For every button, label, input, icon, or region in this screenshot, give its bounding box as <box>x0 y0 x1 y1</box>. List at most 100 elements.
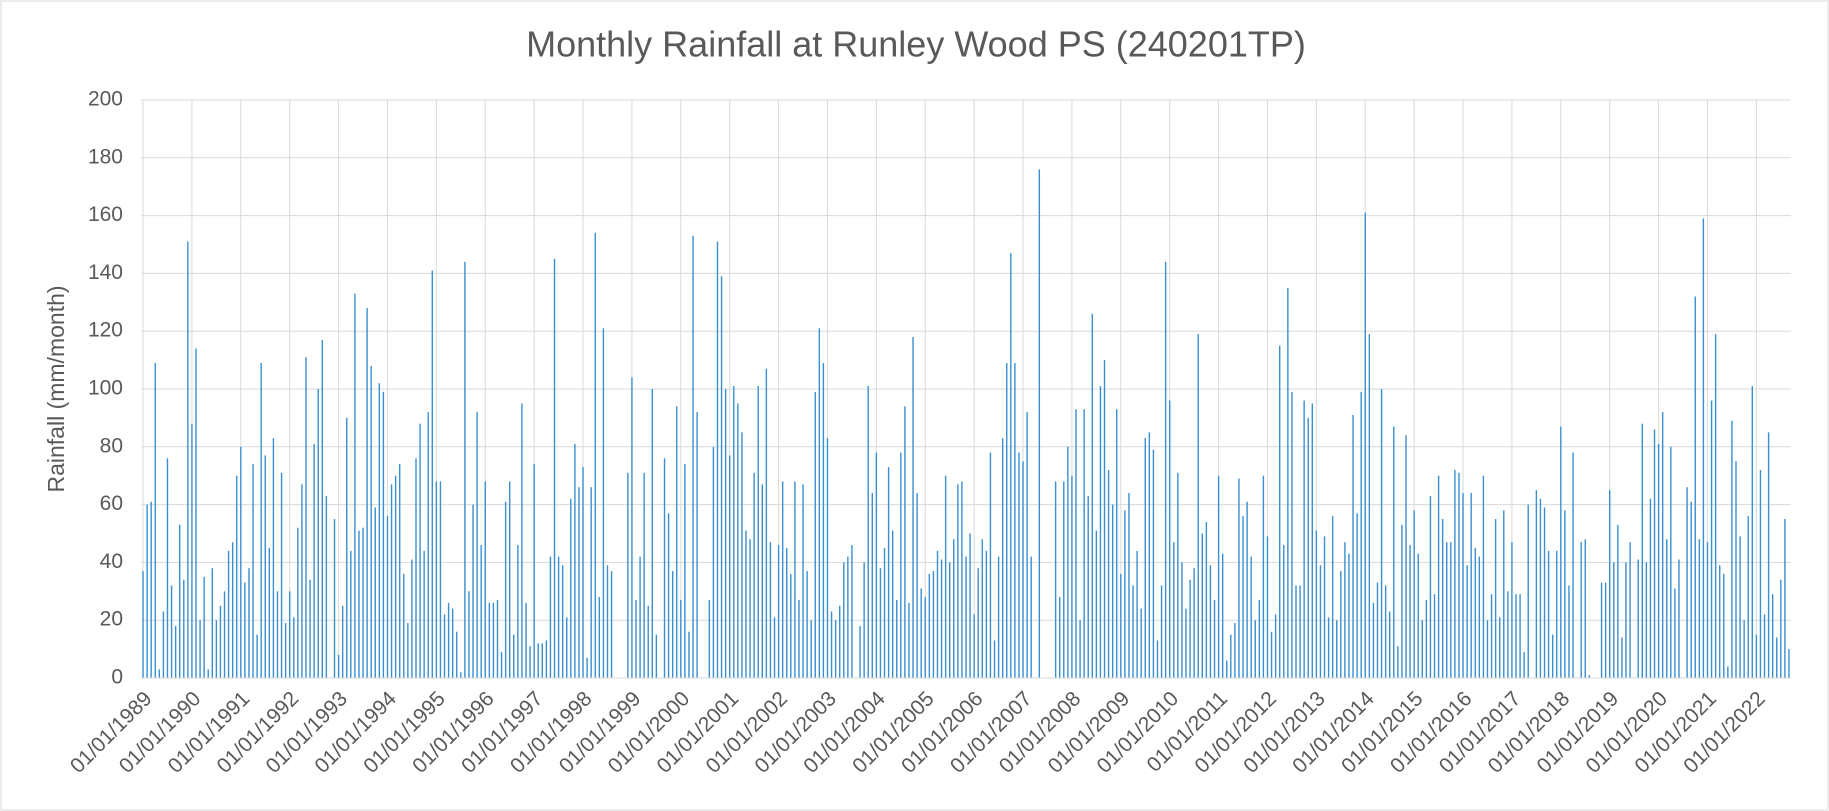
bar <box>570 498 572 678</box>
bar <box>733 386 735 678</box>
bar <box>993 640 996 678</box>
bar <box>1625 562 1627 678</box>
bar <box>492 602 495 678</box>
bar <box>1686 487 1688 678</box>
bar <box>1637 559 1639 678</box>
bar <box>537 643 539 678</box>
bar <box>1511 542 1513 678</box>
bar <box>264 455 266 678</box>
bar <box>325 495 328 678</box>
bar <box>1674 588 1676 678</box>
bar <box>1613 562 1615 678</box>
bar <box>1621 637 1623 678</box>
bar <box>936 550 939 678</box>
bar <box>696 412 698 678</box>
bar <box>1030 556 1032 678</box>
bar <box>1323 536 1326 678</box>
bar <box>289 591 291 678</box>
bar <box>671 571 674 678</box>
bar <box>378 383 381 678</box>
bar <box>1446 542 1448 678</box>
bar <box>488 602 491 678</box>
bar <box>223 591 226 678</box>
bar <box>1221 553 1224 678</box>
bar <box>1295 585 1297 678</box>
bar <box>790 573 792 678</box>
bar <box>1136 550 1138 678</box>
bar <box>476 412 478 678</box>
bar <box>301 484 303 678</box>
bar <box>1006 362 1008 678</box>
bar <box>415 458 417 678</box>
bar <box>830 611 833 678</box>
bar <box>586 657 588 678</box>
bar <box>1458 472 1460 678</box>
bar <box>1360 391 1362 678</box>
bar <box>834 620 837 678</box>
bar <box>199 620 201 678</box>
bar <box>1059 597 1061 678</box>
bar <box>1572 452 1574 678</box>
bar <box>1107 469 1110 678</box>
bar <box>578 487 580 678</box>
bar <box>802 484 804 678</box>
bar <box>1393 426 1395 678</box>
bar <box>1111 504 1114 678</box>
bar <box>460 672 462 678</box>
bar <box>557 556 560 678</box>
bar <box>158 669 161 678</box>
bar <box>260 362 262 678</box>
bar <box>1331 516 1334 678</box>
bar <box>896 599 898 678</box>
bar <box>1539 498 1542 678</box>
bar <box>1075 409 1077 678</box>
bar <box>1205 521 1208 678</box>
bar <box>362 527 364 678</box>
bar <box>142 571 144 678</box>
bar <box>1270 631 1273 678</box>
bar <box>1250 556 1252 678</box>
bar <box>1617 524 1619 678</box>
bar <box>1116 409 1118 678</box>
bar <box>1690 501 1692 678</box>
bar <box>924 597 926 678</box>
bar <box>651 389 653 678</box>
bar <box>1763 614 1766 678</box>
bar <box>851 545 853 678</box>
bar <box>1181 562 1183 678</box>
bar <box>814 391 816 678</box>
bar <box>1653 429 1656 678</box>
bar <box>1747 516 1749 678</box>
bar <box>1283 545 1285 678</box>
bar <box>399 464 401 678</box>
bar <box>195 348 197 678</box>
bar <box>517 545 519 678</box>
bar <box>904 406 906 678</box>
bar <box>627 472 629 678</box>
bar <box>1279 345 1281 678</box>
bar <box>500 651 503 678</box>
bar <box>985 550 988 678</box>
bar <box>166 458 169 678</box>
bar <box>1470 493 1472 678</box>
bar <box>170 585 173 678</box>
bar <box>887 467 890 678</box>
bar <box>1466 565 1468 678</box>
bar <box>1739 536 1741 678</box>
bar <box>928 573 931 678</box>
bar <box>1262 475 1265 678</box>
bar <box>1433 594 1436 678</box>
bar <box>847 556 849 678</box>
bar <box>769 542 772 678</box>
bar <box>1315 530 1318 678</box>
bar <box>712 446 715 678</box>
bar <box>407 623 409 678</box>
bar <box>794 481 796 678</box>
y-tick-label: 120 <box>88 319 123 342</box>
bar <box>333 519 336 678</box>
bar <box>1026 412 1028 678</box>
bar <box>765 368 768 678</box>
bar <box>863 562 865 678</box>
